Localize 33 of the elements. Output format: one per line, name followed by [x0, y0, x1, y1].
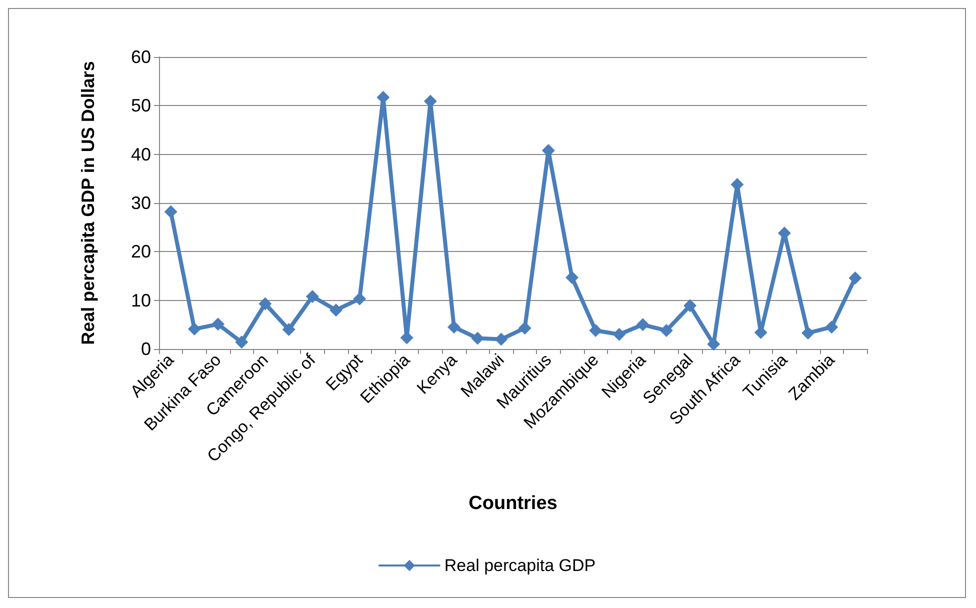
- y-tick-label: 10: [130, 290, 151, 310]
- point: [636, 318, 650, 332]
- point: [330, 304, 342, 317]
- y-tick-label: 50: [130, 96, 151, 116]
- point: [164, 205, 178, 218]
- x-axis-title: Countries: [468, 493, 558, 514]
- point: [258, 297, 272, 310]
- point: [235, 336, 248, 349]
- point: [353, 292, 366, 306]
- point: [802, 326, 814, 340]
- point: [448, 320, 460, 334]
- y-tick-label: 20: [130, 242, 151, 262]
- point: [494, 332, 508, 346]
- point: [212, 318, 224, 331]
- legend-label: Real percapita GDP: [444, 556, 596, 575]
- point: [471, 332, 484, 345]
- point: [825, 320, 838, 334]
- y-tick-label: 30: [130, 193, 151, 213]
- point: [684, 299, 696, 312]
- y-tick-label: 40: [130, 144, 151, 164]
- point: [282, 323, 296, 336]
- y-tick-label: 60: [130, 47, 151, 67]
- point: [848, 271, 862, 284]
- point: [566, 270, 578, 284]
- y-axis-title: Real percapita GDP in US Dollars: [78, 61, 98, 345]
- point: [306, 290, 319, 303]
- point: [376, 90, 390, 104]
- point: [660, 324, 673, 338]
- point: [188, 322, 201, 336]
- y-tick-label: 0: [140, 339, 151, 359]
- point: [612, 328, 626, 341]
- point: [589, 324, 602, 338]
- point: [518, 322, 532, 335]
